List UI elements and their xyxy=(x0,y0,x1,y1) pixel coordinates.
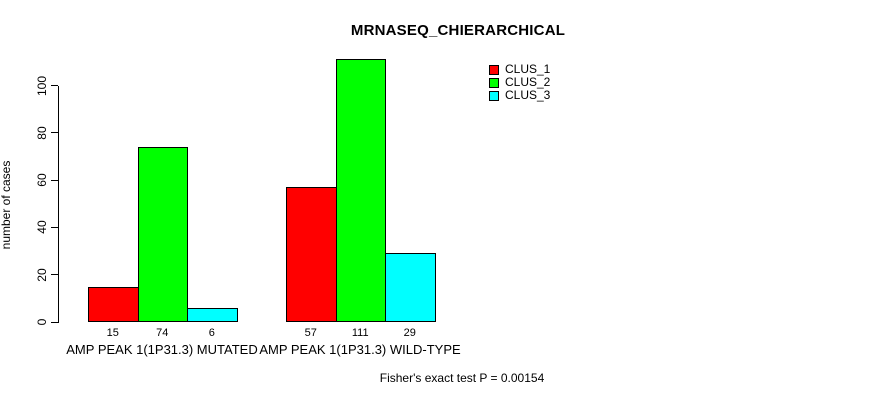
legend: CLUS_1 CLUS_2 CLUS_3 xyxy=(489,63,550,102)
legend-item-clus-1: CLUS_1 xyxy=(489,63,550,76)
y-axis-tick xyxy=(51,274,58,276)
legend-item-clus-3: CLUS_3 xyxy=(489,89,550,102)
x-category-label-wild-type: AMP PEAK 1(1P31.3) WILD-TYPE xyxy=(259,342,461,357)
y-tick-label: 40 xyxy=(35,220,49,235)
y-axis-tick xyxy=(51,226,58,228)
legend-label-clus-1: CLUS_1 xyxy=(505,62,551,76)
legend-label-clus-2: CLUS_2 xyxy=(505,75,551,89)
y-axis-label: number of cases xyxy=(0,160,13,250)
bar-value-label: 29 xyxy=(403,327,416,339)
y-tick-label: 0 xyxy=(35,318,49,326)
y-tick-label: 20 xyxy=(35,268,49,282)
x-category-label-mutated: AMP PEAK 1(1P31.3) MUTATED xyxy=(66,342,258,357)
bar-value-label: 15 xyxy=(106,327,119,339)
y-axis-tick xyxy=(51,85,58,86)
bar-clus_3-group2 xyxy=(385,253,436,322)
bar-clus_2-group2 xyxy=(335,59,386,322)
y-axis-tick xyxy=(51,132,58,134)
bar-value-label: 74 xyxy=(156,327,169,339)
legend-item-clus-2: CLUS_2 xyxy=(489,76,550,89)
legend-label-clus-3: CLUS_3 xyxy=(505,88,551,102)
fisher-test-annotation: Fisher's exact test P = 0.00154 xyxy=(379,371,545,385)
legend-swatch-clus-1 xyxy=(489,64,499,75)
y-tick-label: 100 xyxy=(35,75,49,96)
y-tick-label: 60 xyxy=(35,173,49,187)
y-axis-tick xyxy=(51,321,58,323)
chart-title: MRNASEQ_CHIERARCHICAL xyxy=(350,22,566,39)
bar-clus_1-group2 xyxy=(286,187,337,322)
bar-value-label: 57 xyxy=(304,327,317,339)
bar-clus_2-group1 xyxy=(137,146,188,322)
bar-value-label: 111 xyxy=(351,327,369,339)
bar-clus_3-group1 xyxy=(187,307,238,322)
bar-value-label: 6 xyxy=(208,327,215,339)
y-axis-tick xyxy=(51,179,58,181)
legend-swatch-clus-3 xyxy=(489,90,499,101)
legend-swatch-clus-2 xyxy=(489,77,499,88)
y-tick-label: 80 xyxy=(35,126,49,140)
y-axis-line xyxy=(58,85,59,323)
bar-clus_1-group1 xyxy=(88,286,139,322)
